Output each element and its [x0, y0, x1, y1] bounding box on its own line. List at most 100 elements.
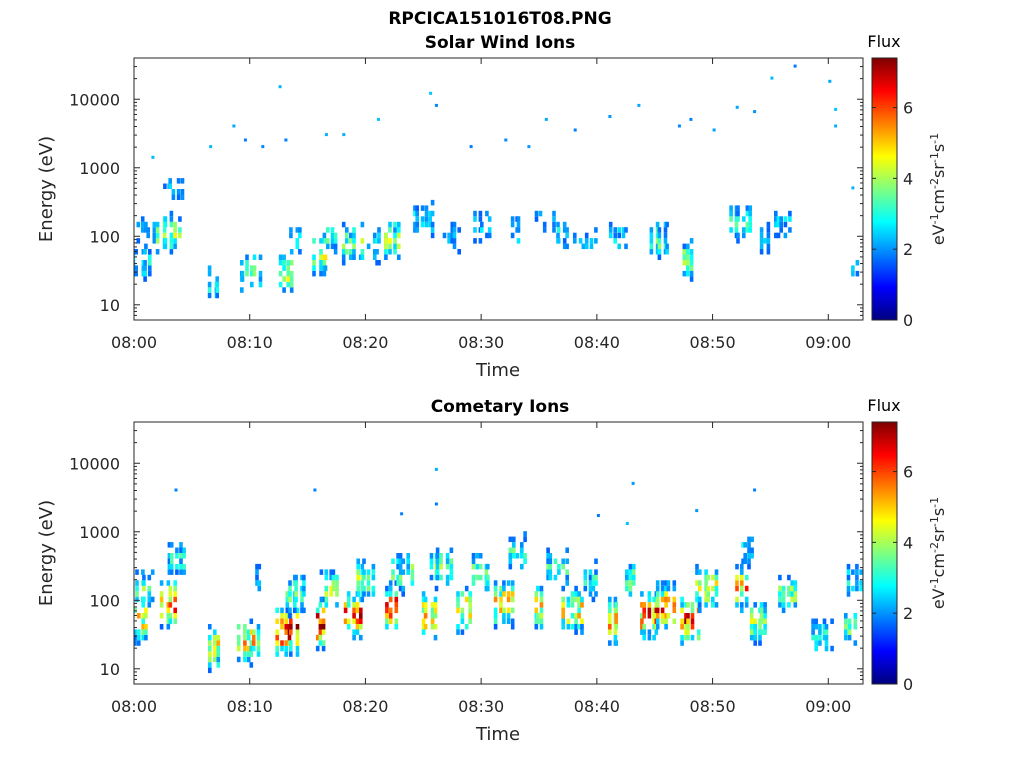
heatmap-cell: [747, 563, 751, 570]
heatmap-cell: [456, 629, 460, 635]
heatmap-cell: [853, 640, 858, 646]
heatmap-cell: [362, 574, 366, 581]
heatmap-cell: [680, 607, 684, 614]
heatmap-cell: [375, 238, 379, 244]
heatmap-cell: [652, 596, 656, 603]
heatmap-cell: [352, 607, 356, 614]
heatmap-cell: [735, 585, 739, 592]
heatmap-cell: [506, 618, 511, 624]
heatmap-cell: [562, 238, 567, 244]
heatmap-cell: [366, 243, 371, 250]
heatmap-cell: [867, 569, 871, 575]
heatmap-cell: [663, 227, 668, 233]
heatmap-cell: [689, 260, 694, 266]
heatmap-cell: [744, 585, 749, 592]
heatmap-cell: [748, 227, 752, 233]
heatmap-cell: [362, 591, 366, 597]
heatmap-cell: [398, 585, 403, 592]
heatmap-cell: [430, 227, 435, 233]
heatmap-cell: [608, 624, 612, 630]
heatmap-cell: [758, 640, 762, 646]
heatmap-cell: [246, 634, 251, 641]
heatmap-cell: [628, 591, 633, 597]
heatmap-cell: [557, 563, 561, 570]
x-tick-label: 08:30: [458, 333, 504, 352]
heatmap-cell: [362, 569, 366, 575]
heatmap-cell: [289, 227, 293, 233]
heatmap-cell: [415, 227, 419, 233]
heatmap-cell: [682, 243, 687, 250]
heatmap-cell: [502, 607, 506, 614]
heatmap-cell: [493, 624, 498, 630]
heatmap-cell: [421, 624, 426, 630]
heatmap-cell: [143, 265, 147, 271]
heatmap-cell: [657, 249, 662, 255]
heatmap-cell: [510, 618, 515, 624]
heatmap-cell: [652, 613, 656, 619]
heatmap-cell: [207, 281, 212, 288]
heatmap-cell: [208, 634, 212, 641]
heatmap-cell: [565, 547, 569, 553]
heatmap-cell: [420, 205, 425, 211]
heatmap-cell: [480, 227, 484, 233]
heatmap-cell: [774, 210, 778, 217]
heatmap-cell: [613, 238, 617, 244]
heatmap-cell: [323, 265, 328, 271]
heatmap-cell: [163, 183, 167, 189]
heatmap-cell: [134, 629, 137, 635]
heatmap-cell: [787, 591, 791, 597]
heatmap-cell: [690, 624, 695, 630]
heatmap-cell: [640, 613, 644, 619]
y-tick-label: 100: [89, 591, 120, 610]
heatmap-cell: [182, 547, 186, 553]
heatmap-cell: [213, 656, 217, 663]
heatmap-cell: [510, 596, 515, 603]
heatmap-cell: [298, 249, 302, 255]
heatmap-cell: [516, 227, 521, 233]
heatmap-cell: [781, 596, 786, 603]
heatmap-cell: [179, 553, 183, 559]
heatmap-cell: [686, 265, 690, 271]
heatmap-cell: [141, 624, 145, 630]
heatmap-cell: [830, 618, 834, 624]
heatmap-cell: [445, 558, 450, 564]
y-tick-label: 10: [100, 296, 120, 315]
heatmap-cell: [548, 558, 553, 564]
heatmap-cell: [790, 591, 794, 597]
heatmap-cell: [552, 221, 556, 228]
heatmap-cell: [324, 591, 329, 597]
heatmap-cell: [163, 238, 168, 244]
heatmap-cell: [486, 585, 490, 592]
heatmap-cell: [173, 580, 177, 586]
heatmap-cell: [740, 569, 744, 575]
x-tick-label: 08:10: [227, 697, 273, 716]
heatmap-cell: [433, 607, 438, 614]
heatmap-cell: [811, 629, 815, 635]
heatmap-cell: [284, 624, 288, 630]
heatmap-cell: [577, 607, 581, 614]
heatmap-cell: [335, 585, 339, 592]
heatmap-cell: [779, 216, 783, 222]
heatmap-cell: [330, 232, 335, 239]
heatmap-cell: [429, 91, 433, 95]
heatmap-cell: [215, 281, 219, 288]
heatmap-cell: [434, 103, 438, 107]
heatmap-cell: [394, 607, 399, 614]
heatmap-cell: [698, 585, 702, 592]
heatmap-cell: [377, 227, 381, 233]
heatmap-cell: [168, 585, 173, 592]
heatmap-cell: [749, 629, 754, 635]
heatmap-cell: [686, 634, 690, 641]
heatmap-cell: [166, 613, 171, 619]
heatmap-cell: [690, 618, 695, 624]
heatmap-cell: [664, 580, 668, 586]
heatmap-cell: [614, 613, 618, 619]
heatmap-cell: [478, 238, 483, 244]
heatmap-cell: [588, 591, 593, 597]
heatmap-cell: [423, 607, 428, 614]
heatmap-cell: [649, 238, 654, 244]
heatmap-cell: [169, 216, 174, 222]
heatmap-cell: [243, 634, 247, 641]
y-tick-label: 1000: [79, 523, 120, 542]
heatmap-cell: [682, 260, 687, 266]
